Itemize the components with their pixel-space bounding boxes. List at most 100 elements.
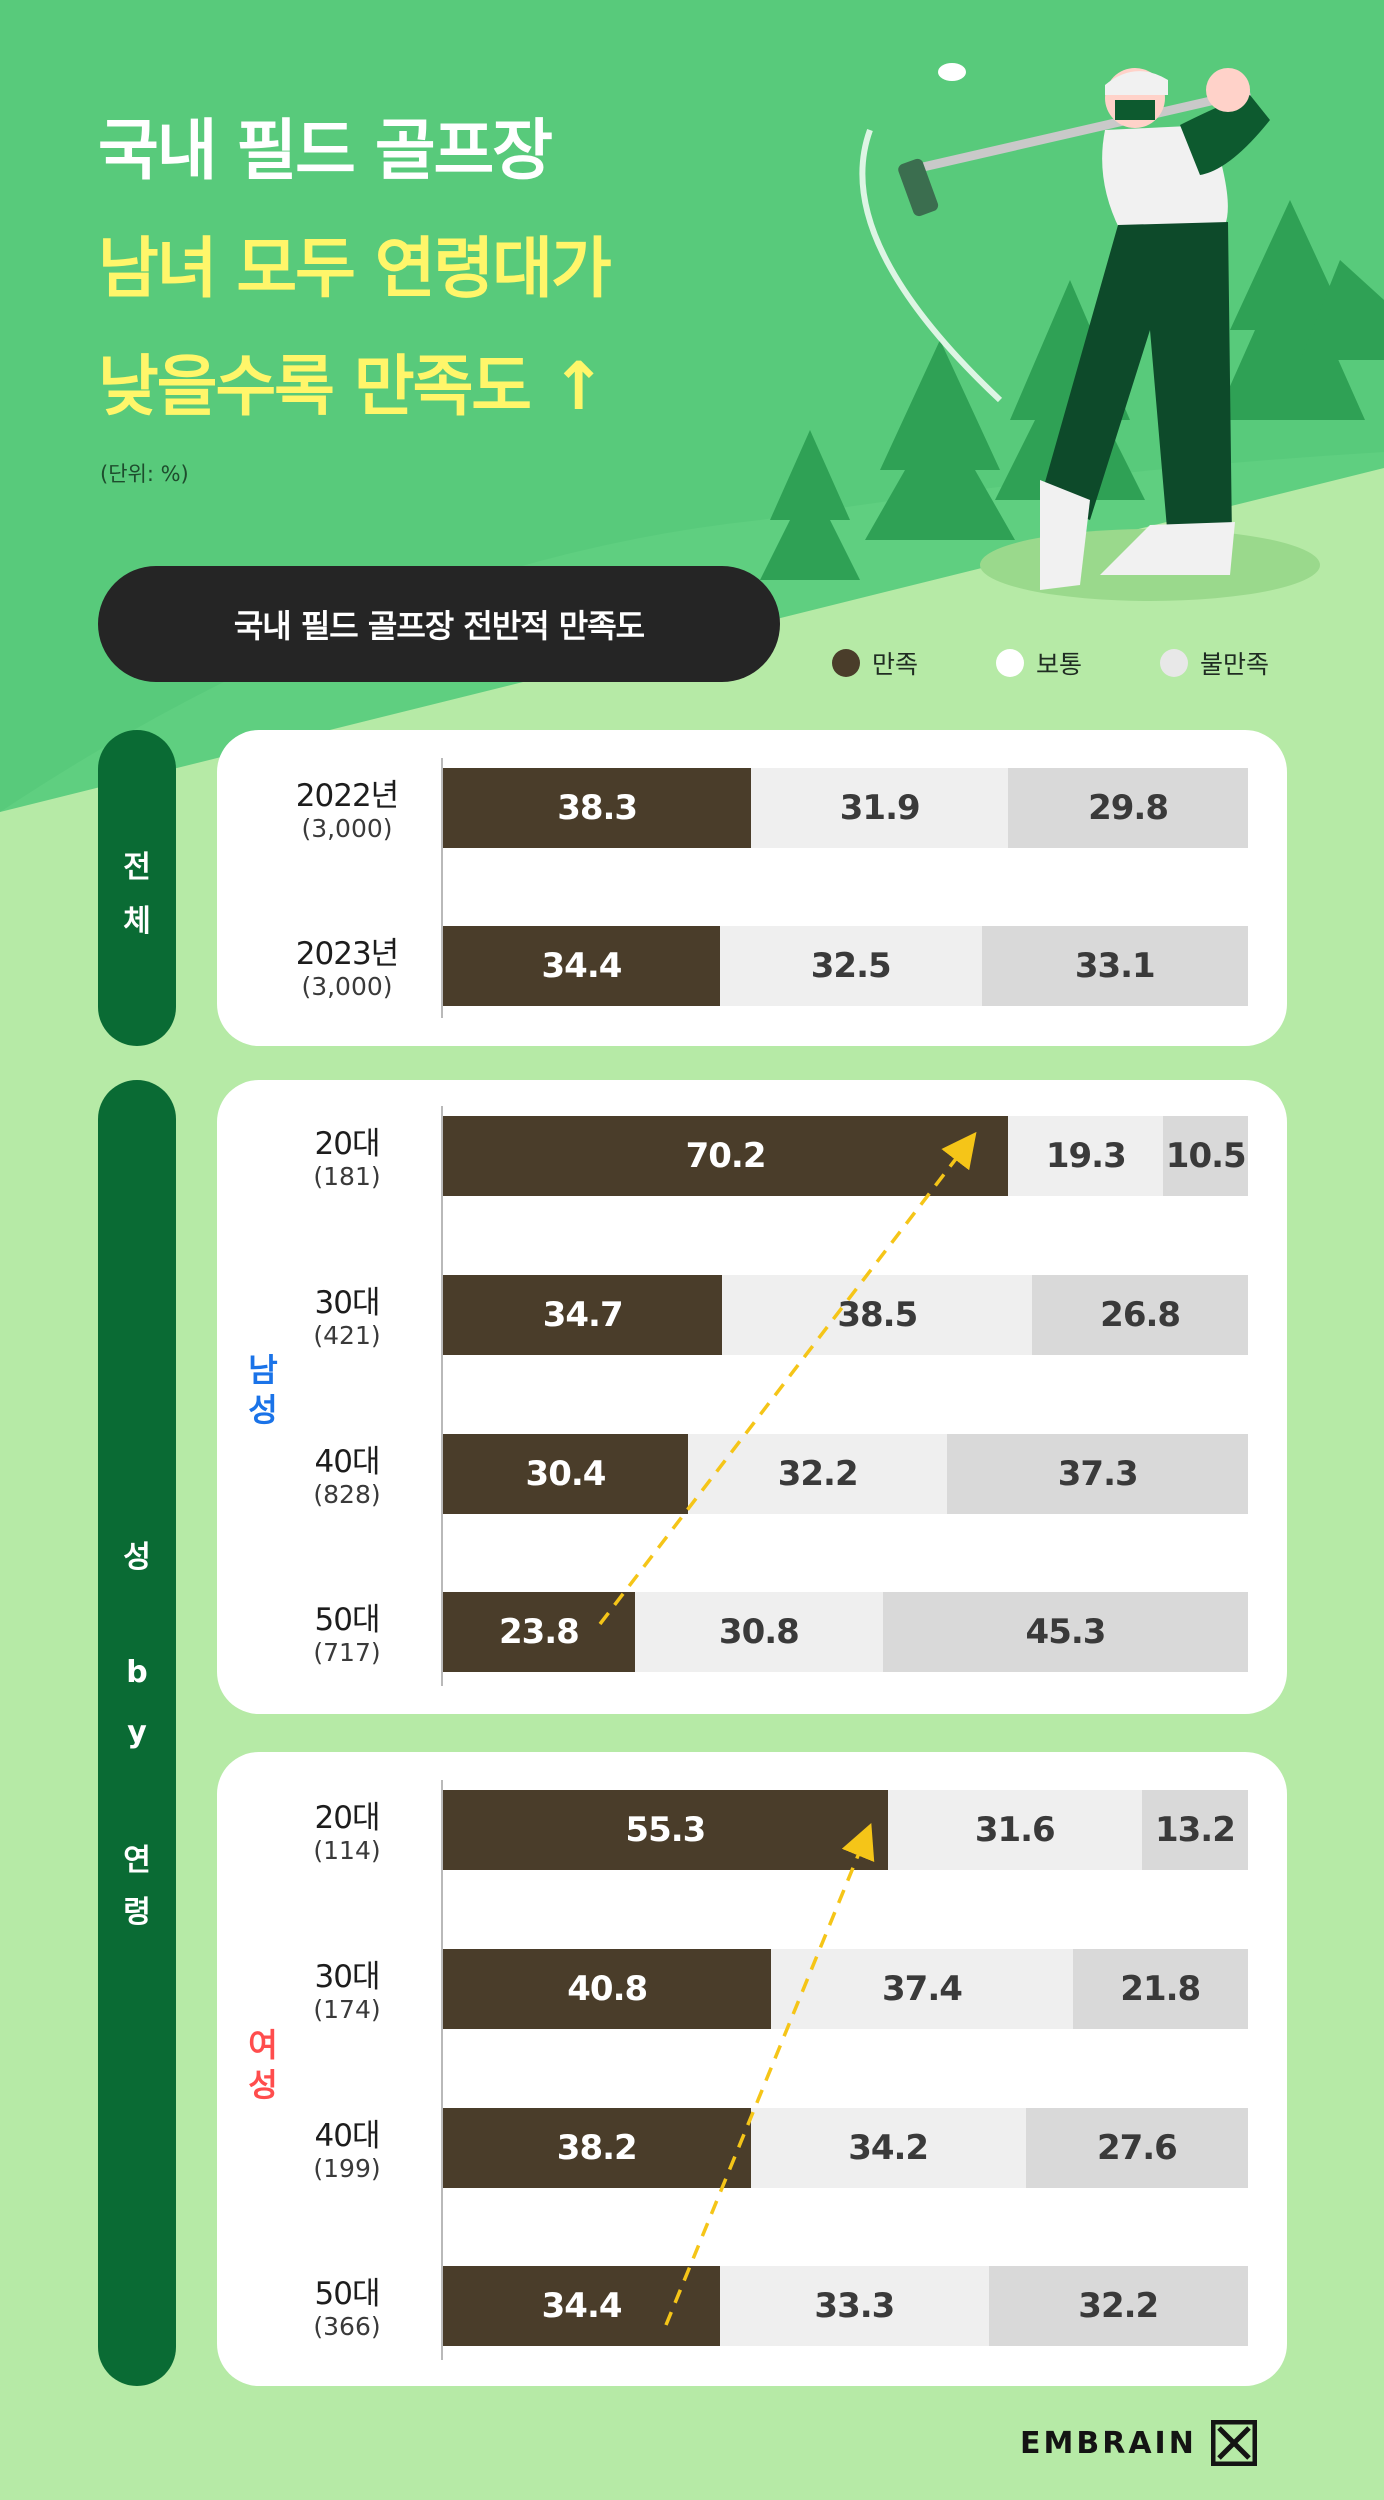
bar-segment-neutral: 31.6	[887, 1790, 1142, 1870]
tab-by-age-char: y	[127, 1715, 147, 1750]
bar-segment-neutral: 38.5	[722, 1275, 1033, 1355]
data-label: 26.8	[1100, 1295, 1181, 1335]
data-label: 29.8	[1088, 788, 1169, 828]
category-sample-size: (828)	[313, 1480, 381, 1509]
legend-swatch	[1160, 649, 1188, 677]
legend-item-neutral: 보통	[996, 645, 1082, 681]
group-label-char: 성	[248, 2066, 278, 2104]
data-label: 32.2	[777, 1454, 859, 1494]
bar-segment-dissatisfied: 37.3	[947, 1434, 1248, 1514]
data-label: 33.3	[814, 2286, 895, 2326]
category-label: 30대	[314, 1959, 381, 1995]
bar-segment-satisfied: 34.4	[443, 2266, 721, 2346]
category-sample-size: (421)	[313, 1321, 381, 1350]
data-label: 31.6	[974, 1810, 1056, 1850]
category-label: 2022년	[295, 778, 399, 814]
tab-overall: 전 체	[98, 730, 176, 1046]
bar-segment-satisfied: 38.2	[443, 2108, 751, 2188]
data-label: 34.4	[541, 946, 623, 986]
category-label: 40대	[314, 1444, 381, 1480]
category-label: 50대	[314, 1602, 381, 1638]
chart-axis-line	[441, 1780, 443, 2360]
bar-segment-satisfied: 38.3	[443, 768, 752, 848]
data-label: 19.3	[1045, 1136, 1127, 1176]
data-label: 27.6	[1096, 2128, 1178, 2168]
bar-segment-dissatisfied: 10.5	[1163, 1116, 1248, 1196]
data-label: 32.5	[810, 946, 892, 986]
tab-by-age-char: 령	[123, 1895, 151, 1930]
bar-segment-neutral: 37.4	[771, 1949, 1073, 2029]
bar-segment-satisfied: 70.2	[443, 1116, 1009, 1196]
group-label-char: 성	[248, 1391, 278, 1429]
bar-segment-dissatisfied: 26.8	[1032, 1275, 1248, 1355]
category-sample-size: (3,000)	[301, 972, 393, 1001]
data-label: 70.2	[685, 1136, 767, 1176]
logo-icon	[1210, 2420, 1257, 2466]
bar-segment-satisfied: 40.8	[443, 1949, 772, 2029]
bar-segment-dissatisfied: 33.1	[981, 926, 1248, 1006]
legend-swatch	[832, 649, 860, 677]
data-label: 45.3	[1025, 1612, 1107, 1652]
legend-label: 보통	[1036, 650, 1083, 679]
tab-overall-char: 전	[123, 850, 151, 885]
data-label: 38.2	[556, 2128, 638, 2168]
legend-label: 불만족	[1200, 650, 1270, 679]
bar-segment-neutral: 32.5	[719, 926, 982, 1006]
tab-by-age: 성 b y 연 령	[98, 1080, 176, 2386]
data-label: 31.9	[839, 788, 921, 828]
brand-name: EMBRAIN	[1020, 2425, 1197, 2461]
bar-segment-satisfied: 30.4	[443, 1434, 688, 1514]
bar-segment-satisfied: 23.8	[443, 1592, 635, 1672]
chart-axis-line	[441, 1106, 443, 1686]
section-title: 국내 필드 골프장 전반적 만족도	[233, 607, 645, 645]
category-sample-size: (717)	[313, 1638, 381, 1667]
data-label: 34.4	[541, 2286, 623, 2326]
tab-by-age-char: 연	[123, 1843, 151, 1878]
data-label: 34.7	[542, 1295, 624, 1335]
data-label: 40.8	[567, 1969, 648, 2009]
tab-by-age-char: 성	[123, 1540, 151, 1575]
data-label: 30.8	[718, 1612, 800, 1652]
golfer-illustration	[859, 63, 1320, 601]
bar-segment-neutral: 31.9	[751, 768, 1009, 848]
title-line-1: 국내 필드 골프장	[98, 112, 553, 189]
bar-segment-neutral: 34.2	[750, 2108, 1026, 2188]
data-label: 10.5	[1165, 1136, 1247, 1176]
data-label: 37.4	[882, 1969, 963, 2009]
bar-segment-dissatisfied: 32.2	[988, 2266, 1248, 2346]
category-sample-size: (366)	[313, 2312, 381, 2341]
category-label: 50대	[314, 2276, 381, 2312]
bar-segment-satisfied: 34.4	[443, 926, 720, 1006]
legend-item-satisfied: 만족	[832, 645, 918, 681]
group-label-male: 남 성	[243, 1350, 283, 1430]
legend-item-dissatisfied: 불만족	[1160, 645, 1269, 681]
bar-segment-neutral: 30.8	[634, 1592, 883, 1672]
group-label-char: 여	[248, 2026, 278, 2064]
title-line-3: 낮을수록 만족도 ↑	[98, 348, 606, 425]
category-label: 20대	[314, 1126, 381, 1162]
category-sample-size: (181)	[313, 1162, 381, 1191]
category-sample-size: (174)	[313, 1995, 381, 2024]
group-label-char: 남	[248, 1351, 278, 1389]
data-label: 21.8	[1120, 1969, 1201, 2009]
category-label: 2023년	[295, 936, 399, 972]
bar-segment-dissatisfied: 27.6	[1025, 2108, 1248, 2188]
bar-segment-dissatisfied: 13.2	[1141, 1790, 1248, 1870]
section-title-pill: 국내 필드 골프장 전반적 만족도	[98, 566, 780, 682]
group-label-female: 여 성	[243, 2025, 283, 2105]
data-label: 32.2	[1078, 2286, 1159, 2326]
bar-segment-satisfied: 34.7	[443, 1275, 723, 1355]
chart-axis-line	[441, 758, 443, 1018]
category-sample-size: (199)	[313, 2154, 381, 2183]
category-sample-size: (114)	[313, 1836, 381, 1865]
data-label: 55.3	[625, 1810, 706, 1850]
data-label: 38.5	[837, 1295, 918, 1335]
title-line-2: 남녀 모두 연령대가	[98, 230, 612, 307]
legend-label: 만족	[872, 650, 919, 679]
data-label: 37.3	[1057, 1454, 1139, 1494]
category-label: 20대	[314, 1800, 381, 1836]
data-label: 13.2	[1154, 1810, 1236, 1850]
tab-overall-char: 체	[123, 904, 151, 939]
brand-logo: EMBRAIN	[1020, 2420, 1257, 2466]
bar-segment-neutral: 32.2	[687, 1434, 948, 1514]
